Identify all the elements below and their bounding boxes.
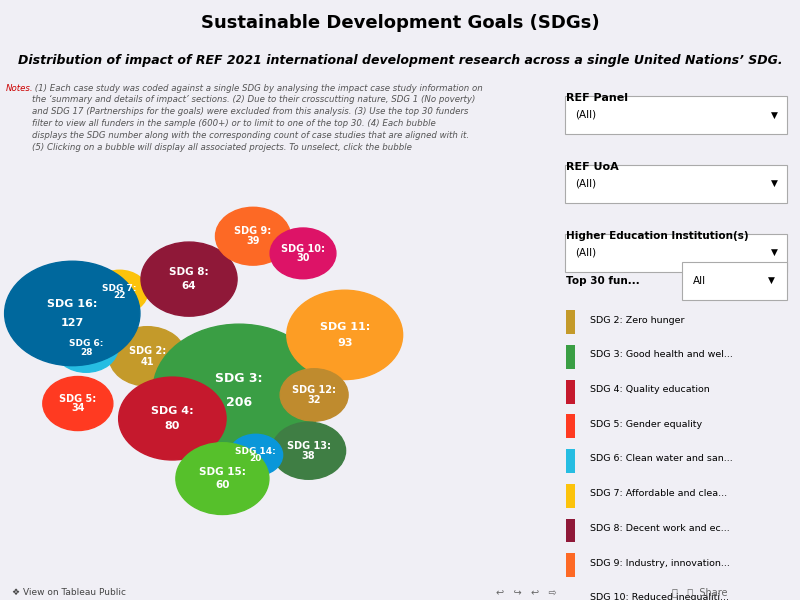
- Circle shape: [141, 242, 237, 316]
- Circle shape: [118, 377, 226, 460]
- Text: SDG 15:: SDG 15:: [199, 467, 246, 477]
- Text: Sustainable Development Goals (SDGs): Sustainable Development Goals (SDGs): [201, 14, 599, 32]
- Text: 93: 93: [337, 338, 353, 348]
- Text: SDG 8:: SDG 8:: [170, 268, 209, 277]
- Text: SDG 14:: SDG 14:: [235, 447, 276, 456]
- Text: SDG 10: Reduced inequaliti...: SDG 10: Reduced inequaliti...: [590, 593, 729, 600]
- Text: ↩   ↪   ↩   ⇨: ↩ ↪ ↩ ⇨: [496, 587, 557, 598]
- Text: 38: 38: [302, 451, 315, 461]
- Text: 34: 34: [71, 403, 85, 413]
- Circle shape: [229, 434, 282, 476]
- Text: REF UoA: REF UoA: [566, 162, 618, 172]
- Text: Top 30 fun...: Top 30 fun...: [566, 276, 639, 286]
- Text: ▼: ▼: [770, 110, 778, 119]
- Bar: [566, 518, 575, 542]
- FancyBboxPatch shape: [565, 165, 786, 203]
- Text: SDG 9: Industry, innovation...: SDG 9: Industry, innovation...: [590, 559, 730, 568]
- Bar: [566, 553, 575, 577]
- Text: 22: 22: [114, 292, 126, 301]
- Text: 80: 80: [165, 421, 180, 431]
- Text: SDG 6: Clean water and san...: SDG 6: Clean water and san...: [590, 454, 733, 463]
- Text: SDG 13:: SDG 13:: [286, 440, 330, 451]
- Text: REF Panel: REF Panel: [566, 93, 628, 103]
- Circle shape: [109, 326, 186, 386]
- Text: ▼: ▼: [768, 276, 775, 285]
- Text: (1) Each case study was coded against a single SDG by analysing the impact case : (1) Each case study was coded against a …: [32, 83, 483, 152]
- Text: Notes.: Notes.: [6, 83, 33, 92]
- Text: SDG 3:: SDG 3:: [215, 372, 263, 385]
- Text: All: All: [693, 276, 706, 286]
- Text: (All): (All): [575, 248, 597, 257]
- Text: SDG 8: Decent work and ec...: SDG 8: Decent work and ec...: [590, 524, 730, 533]
- Text: 206: 206: [226, 396, 252, 409]
- Text: SDG 4: Quality education: SDG 4: Quality education: [590, 385, 710, 394]
- Text: SDG 4:: SDG 4:: [151, 406, 194, 416]
- Bar: [566, 310, 575, 334]
- Text: SDG 5: Gender equality: SDG 5: Gender equality: [590, 420, 702, 429]
- Text: (All): (All): [575, 110, 597, 120]
- Bar: [566, 380, 575, 404]
- Text: SDG 7:: SDG 7:: [102, 284, 137, 293]
- Text: 32: 32: [307, 395, 321, 404]
- Bar: [566, 484, 575, 508]
- Text: SDG 12:: SDG 12:: [292, 385, 336, 395]
- FancyBboxPatch shape: [682, 262, 786, 300]
- Text: ▼: ▼: [770, 179, 778, 188]
- Text: ⬜   📤  Share: ⬜ 📤 Share: [672, 587, 727, 598]
- Circle shape: [43, 377, 113, 431]
- Circle shape: [153, 324, 326, 457]
- Bar: [566, 345, 575, 369]
- Text: SDG 7: Affordable and clea...: SDG 7: Affordable and clea...: [590, 489, 727, 498]
- Text: SDG 3: Good health and wel...: SDG 3: Good health and wel...: [590, 350, 733, 359]
- Text: SDG 6:: SDG 6:: [69, 339, 103, 348]
- Text: SDG 10:: SDG 10:: [281, 244, 325, 254]
- Circle shape: [270, 228, 336, 279]
- Bar: [566, 449, 575, 473]
- Text: 30: 30: [296, 253, 310, 263]
- Circle shape: [91, 270, 148, 314]
- FancyBboxPatch shape: [565, 233, 786, 272]
- Circle shape: [176, 443, 269, 514]
- Circle shape: [287, 290, 402, 380]
- Text: 127: 127: [61, 318, 84, 328]
- Text: 41: 41: [141, 356, 154, 367]
- Circle shape: [271, 422, 346, 479]
- Text: 39: 39: [246, 236, 260, 247]
- Text: SDG 16:: SDG 16:: [47, 299, 98, 309]
- Text: 60: 60: [215, 480, 230, 490]
- Bar: [566, 415, 575, 439]
- Text: SDG 2:: SDG 2:: [129, 346, 166, 356]
- FancyBboxPatch shape: [565, 96, 786, 134]
- Text: 64: 64: [182, 281, 196, 291]
- Text: SDG 11:: SDG 11:: [319, 322, 370, 332]
- Text: SDG 2: Zero hunger: SDG 2: Zero hunger: [590, 316, 684, 325]
- Circle shape: [54, 323, 118, 372]
- Text: SDG 9:: SDG 9:: [234, 226, 272, 236]
- Bar: [566, 588, 575, 600]
- Text: 28: 28: [80, 347, 93, 356]
- Circle shape: [280, 369, 348, 421]
- Text: Higher Education Institution(s): Higher Education Institution(s): [566, 231, 748, 241]
- Text: Distribution of impact of REF 2021 international development research across a s: Distribution of impact of REF 2021 inter…: [18, 55, 782, 67]
- Text: SDG 5:: SDG 5:: [59, 394, 97, 404]
- Circle shape: [5, 261, 140, 365]
- Text: 20: 20: [250, 454, 262, 463]
- Circle shape: [215, 207, 290, 265]
- Text: (All): (All): [575, 179, 597, 189]
- Text: ❖ View on Tableau Public: ❖ View on Tableau Public: [12, 588, 126, 597]
- Text: ▼: ▼: [770, 248, 778, 257]
